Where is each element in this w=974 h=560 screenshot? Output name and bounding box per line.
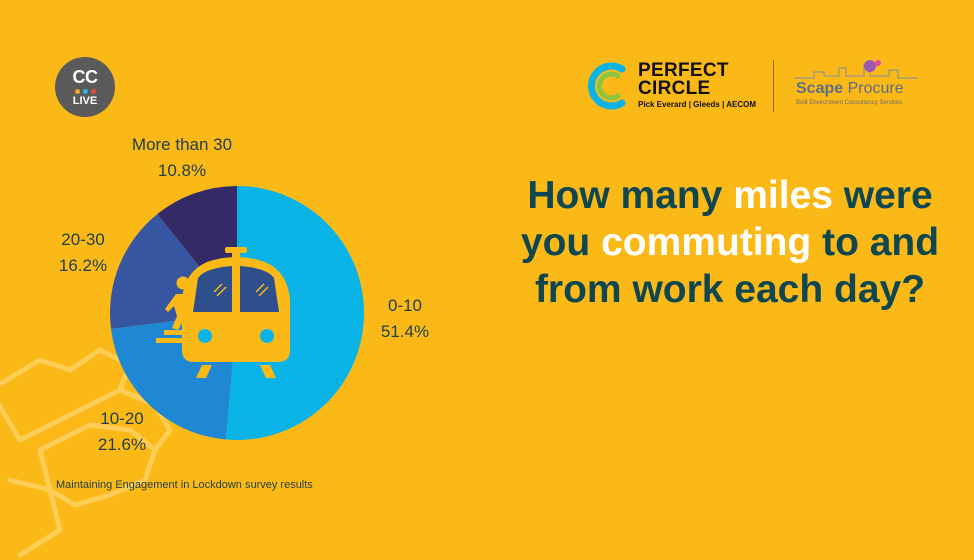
pc-line1: PERFECT	[638, 60, 729, 81]
question-text-part: to and from work each day?	[534, 221, 940, 311]
scape-procure-logo: Scape Procure Built Environment Consulta…	[794, 58, 924, 114]
slice-value-label: 21.6%	[98, 435, 146, 454]
perfect-circle-partners: Pick Everard | Gleeds | AECOM	[638, 100, 757, 109]
slice-label: 0-10	[388, 296, 422, 315]
scape-name-light: Procure	[843, 80, 904, 97]
decorative-hands-outline	[0, 347, 173, 558]
question-text-part: How many	[527, 174, 734, 217]
cc-live-badge: CC LIVE	[55, 57, 115, 117]
scape-name: Scape Procure	[796, 80, 904, 98]
commute-pie-chart: 0-10 51.4% 10-20 21.6% 20-30 16.2% More than 3…	[59, 135, 429, 454]
question-highlight-word: commuting	[601, 221, 812, 264]
scape-tagline: Built Environment Consultancy Services	[796, 100, 903, 106]
scape-name-bold: Scape	[796, 80, 844, 97]
perfect-circle-logo: PERFECT CIRCLE Pick Everard | Gleeds | A…	[586, 58, 756, 114]
question-heading: How many miles were you commuting to and…	[520, 172, 940, 313]
slice-value-label: 10.8%	[158, 161, 206, 180]
slice-label: 10-20	[100, 409, 143, 428]
slice-value-label: 16.2%	[59, 256, 107, 275]
question-highlight-word: miles	[733, 174, 833, 217]
badge-cc-text: CC	[72, 66, 99, 87]
pie-slice-0-10	[225, 186, 364, 440]
slice-label: 20-30	[61, 230, 104, 249]
pc-line2: CIRCLE	[638, 78, 711, 99]
perfect-circle-c-icon	[588, 62, 626, 110]
slice-value-label: 51.4%	[381, 322, 429, 341]
perfect-circle-name: PERFECT CIRCLE	[638, 60, 729, 99]
badge-live-text: LIVE	[72, 94, 98, 107]
question-text-part: were you	[520, 174, 933, 264]
city-skyline-icon	[794, 60, 918, 79]
badge-dots-icon	[74, 88, 96, 94]
chart-caption: Maintaining Engagement in Lockdown surve…	[56, 479, 313, 491]
slice-label: More than 30	[132, 135, 232, 154]
logo-divider	[773, 60, 774, 112]
